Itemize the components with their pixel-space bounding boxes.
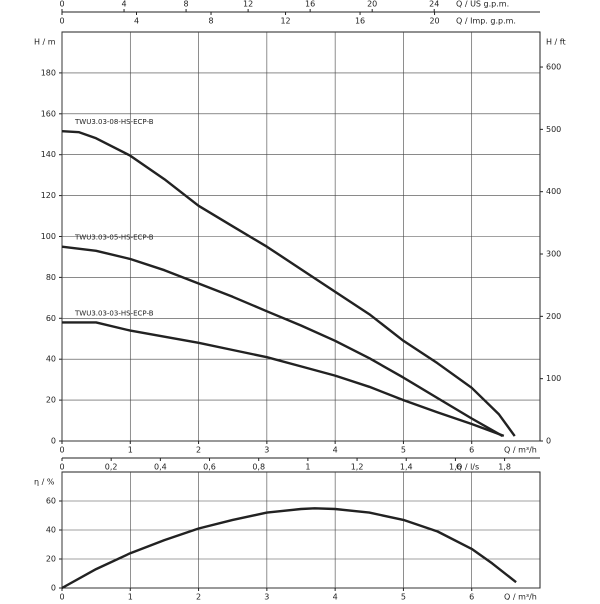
x-tick-label: 1,8 (498, 463, 511, 472)
y-tick-label: 140 (41, 150, 56, 159)
x-tick-label: 0 (59, 463, 64, 472)
y2-tick-label: 400 (546, 187, 561, 196)
x-tick-label: 1,2 (351, 463, 364, 472)
y2-tick-label: 300 (546, 250, 561, 259)
y-tick-label: 180 (41, 68, 56, 77)
x-axis-label: Q / m³/h (504, 446, 537, 455)
y2-tick-label: 200 (546, 312, 561, 321)
curve (61, 245, 503, 437)
x-tick-label: 0 (59, 593, 64, 601)
y-tick-label: 20 (46, 555, 56, 564)
y-tick-label: 0 (51, 437, 56, 446)
x-axis-label: Q / m³/h (504, 593, 537, 601)
x-tick-label: 4 (134, 17, 139, 26)
curve (61, 507, 517, 590)
curve (61, 130, 516, 437)
x-tick-label: 0,8 (252, 463, 265, 472)
x-tick-label: 0 (59, 17, 64, 26)
x-tick-label: 5 (401, 593, 406, 601)
x-tick-label: 6 (469, 446, 474, 455)
x-tick-label: 5 (401, 446, 406, 455)
x-tick-label: 0 (59, 446, 64, 455)
x-tick-label: 2 (196, 593, 201, 601)
y-tick-label: 100 (41, 232, 56, 241)
y-tick-label: 40 (46, 526, 56, 535)
x-tick-label: 0,4 (154, 463, 167, 472)
y-axis-label: η / % (34, 478, 55, 487)
x-tick-label: 20 (367, 0, 377, 9)
x-tick-label: 3 (264, 593, 269, 601)
x-tick-label: 16 (305, 0, 315, 9)
x-tick-label: 12 (243, 0, 253, 9)
y2-tick-label: 600 (546, 63, 561, 72)
x-tick-label: 0 (59, 0, 64, 9)
y2-axis-label: H / ft (546, 38, 566, 47)
x-tick-label: 4 (121, 0, 126, 9)
x-tick-label: 0,2 (105, 463, 118, 472)
x-tick-label: 24 (429, 0, 439, 9)
x-tick-label: 6 (469, 593, 474, 601)
x-tick-label: 2 (196, 446, 201, 455)
y-tick-label: 60 (46, 497, 56, 506)
x-tick-label: 0,6 (203, 463, 216, 472)
y2-tick-label: 500 (546, 125, 561, 134)
x-tick-label: 4 (333, 446, 338, 455)
curve (62, 321, 505, 438)
y-tick-label: 20 (46, 396, 56, 405)
x-tick-label: 1,4 (400, 463, 413, 472)
curve-label: TWU3.03-03-HS-ECP-B (74, 309, 154, 317)
curve-label: TWU3.03-08-HS-ECP-B (74, 118, 154, 126)
y-tick-label: 0 (51, 584, 56, 593)
x-tick-label: 16 (355, 17, 365, 26)
x-tick-label: 20 (429, 17, 439, 26)
x-tick-label: 1 (128, 446, 133, 455)
y-tick-label: 160 (41, 109, 56, 118)
x-tick-label: 8 (184, 0, 189, 9)
x-tick-label: 3 (264, 446, 269, 455)
x-tick-label: 1 (128, 593, 133, 601)
y-tick-label: 120 (41, 191, 56, 200)
y-tick-label: 60 (46, 314, 56, 323)
x-axis-label: Q / l/s (456, 463, 479, 472)
y2-tick-label: 0 (546, 437, 551, 446)
x-tick-label: 1,6 (449, 463, 462, 472)
x-tick-label: 1 (305, 463, 310, 472)
x-tick-label: 8 (208, 17, 213, 26)
y-tick-label: 80 (46, 273, 56, 282)
curve-label: TWU3.03-05-HS-ECP-B (74, 234, 154, 242)
y2-tick-label: 100 (546, 374, 561, 383)
y-axis-label: H / m (34, 38, 56, 47)
x-axis-label: Q / US g.p.m. (456, 0, 509, 9)
y-tick-label: 40 (46, 355, 56, 364)
x-axis-label: Q / Imp. g.p.m. (456, 17, 516, 26)
x-tick-label: 12 (280, 17, 290, 26)
x-tick-label: 4 (333, 593, 338, 601)
